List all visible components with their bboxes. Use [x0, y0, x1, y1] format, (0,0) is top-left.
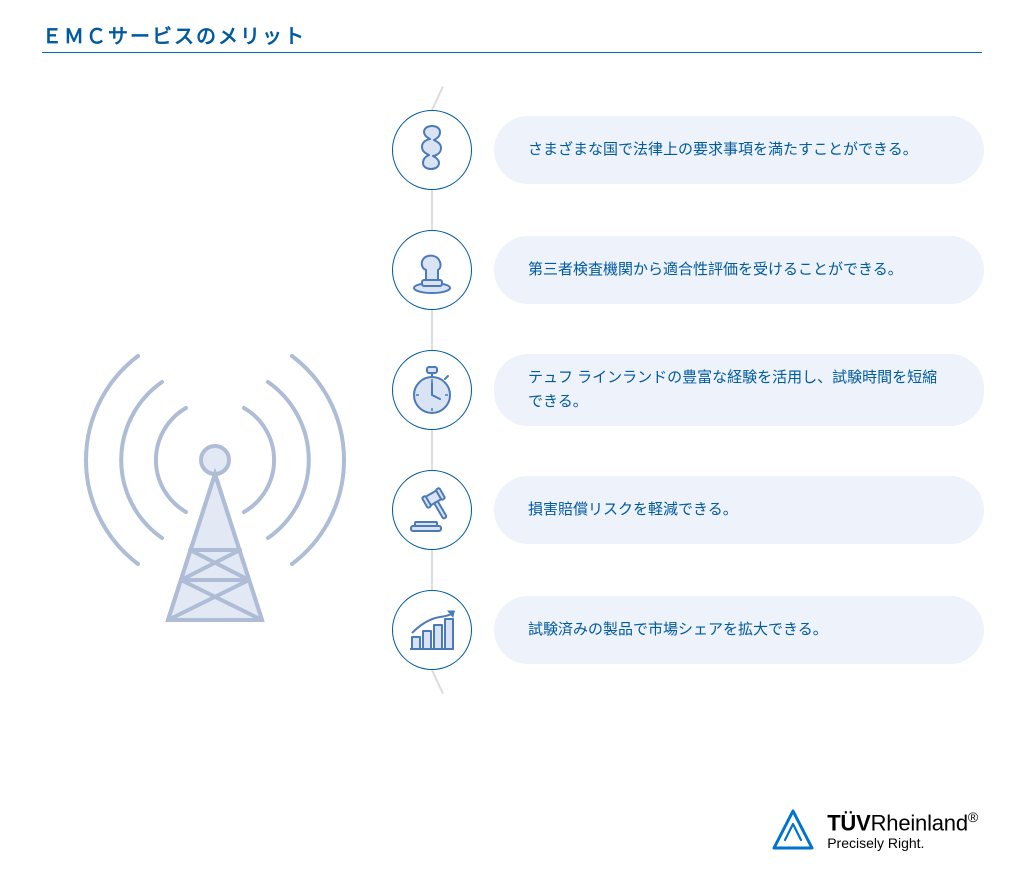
benefit-text: 損害賠償リスクを軽減できる。	[494, 476, 984, 544]
section-icon	[392, 110, 472, 190]
stamp-icon	[392, 230, 472, 310]
tuv-triangle-icon	[771, 808, 815, 852]
benefit-item: さまざまな国で法律上の要求事項を満たすことができる。	[392, 110, 984, 190]
connector-stub-top	[431, 86, 444, 110]
footer-logo: TÜVRheinland® Precisely Right.	[771, 808, 978, 852]
page-title: ＥＭＣサービスのメリット	[42, 20, 306, 49]
growth-icon	[392, 590, 472, 670]
benefit-text: さまざまな国で法律上の要求事項を満たすことができる。	[494, 116, 984, 184]
benefits-list: さまざまな国で法律上の要求事項を満たすことができる。 第三者検査機関から適合性評…	[392, 110, 984, 710]
benefit-text: テュフ ラインランドの豊富な経験を活用し、試験時間を短縮できる。	[494, 354, 984, 426]
connector	[431, 430, 433, 470]
benefit-item: 損害賠償リスクを軽減できる。	[392, 470, 984, 550]
title-rule	[42, 52, 982, 53]
gavel-icon	[392, 470, 472, 550]
connector	[431, 310, 433, 350]
benefit-item: テュフ ラインランドの豊富な経験を活用し、試験時間を短縮できる。	[392, 350, 984, 430]
logo-brand: TÜVRheinland®	[827, 809, 978, 836]
connector	[431, 190, 433, 230]
connector	[431, 550, 433, 590]
benefit-item: 試験済みの製品で市場シェアを拡大できる。	[392, 590, 984, 670]
benefit-text: 試験済みの製品で市場シェアを拡大できる。	[494, 596, 984, 664]
benefit-text: 第三者検査機関から適合性評価を受けることができる。	[494, 236, 984, 304]
antenna-icon	[68, 290, 362, 630]
stopwatch-icon	[392, 350, 472, 430]
logo-tagline: Precisely Right.	[827, 835, 978, 851]
benefit-item: 第三者検査機関から適合性評価を受けることができる。	[392, 230, 984, 310]
